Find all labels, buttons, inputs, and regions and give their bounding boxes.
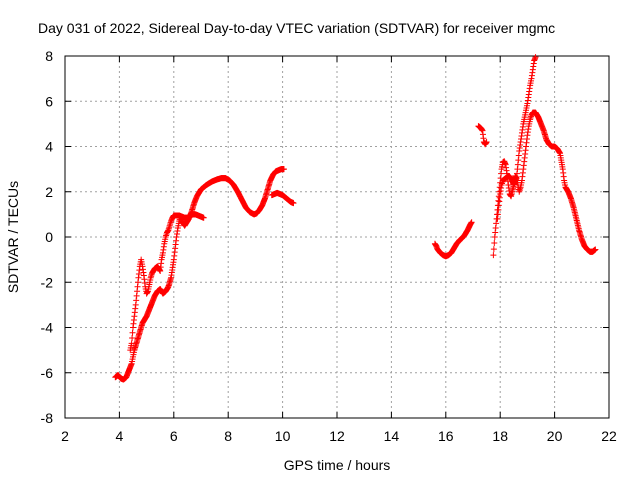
- y-tick-label: -8: [41, 410, 54, 426]
- x-tick-label: 4: [116, 428, 124, 444]
- grid-lines: [65, 56, 609, 418]
- data-point-marker: [491, 240, 498, 247]
- x-tick-label: 8: [224, 428, 232, 444]
- x-tick-label: 22: [601, 428, 617, 444]
- x-tick-label: 14: [384, 428, 400, 444]
- data-point-marker: [129, 335, 136, 342]
- y-tick-label: 8: [45, 48, 53, 64]
- y-axis-label: SDTVAR / TECUs: [5, 181, 21, 293]
- x-tick-label: 12: [329, 428, 345, 444]
- data-point-marker: [490, 252, 497, 259]
- y-tick-label: -6: [41, 365, 54, 381]
- data-point-marker: [290, 200, 297, 207]
- y-tick-label: 2: [45, 184, 53, 200]
- y-tick-label: 0: [45, 229, 53, 245]
- data-point-marker: [280, 166, 287, 173]
- chart-title: Day 031 of 2022, Sidereal Day-to-day VTE…: [38, 20, 555, 36]
- x-tick-label: 6: [170, 428, 178, 444]
- x-tick-label: 18: [492, 428, 508, 444]
- data-point-marker: [468, 219, 475, 226]
- data-point-marker: [129, 329, 136, 336]
- y-tick-label: 4: [45, 139, 53, 155]
- data-point-marker: [200, 214, 207, 221]
- data-point-marker: [592, 246, 599, 253]
- data-point-marker: [532, 54, 539, 61]
- axis-ticks: [64, 55, 610, 419]
- data-point-marker: [128, 340, 135, 347]
- x-tick-label: 10: [275, 428, 291, 444]
- data-markers: [112, 54, 599, 383]
- x-axis-label: GPS time / hours: [284, 457, 391, 473]
- x-tick-label: 16: [438, 428, 454, 444]
- x-tick-label: 20: [547, 428, 563, 444]
- x-tick-labels: 2 4 6 8 10 12 14 16 18 20 22: [61, 428, 617, 444]
- data-point-marker: [490, 246, 497, 253]
- y-tick-label: -2: [41, 274, 54, 290]
- data-point-marker: [483, 138, 490, 145]
- y-tick-labels: -8 -6 -4 -2 0 2 4 6 8: [41, 48, 54, 426]
- x-tick-label: 2: [61, 428, 69, 444]
- y-tick-label: 6: [45, 93, 53, 109]
- y-tick-label: -4: [41, 320, 54, 336]
